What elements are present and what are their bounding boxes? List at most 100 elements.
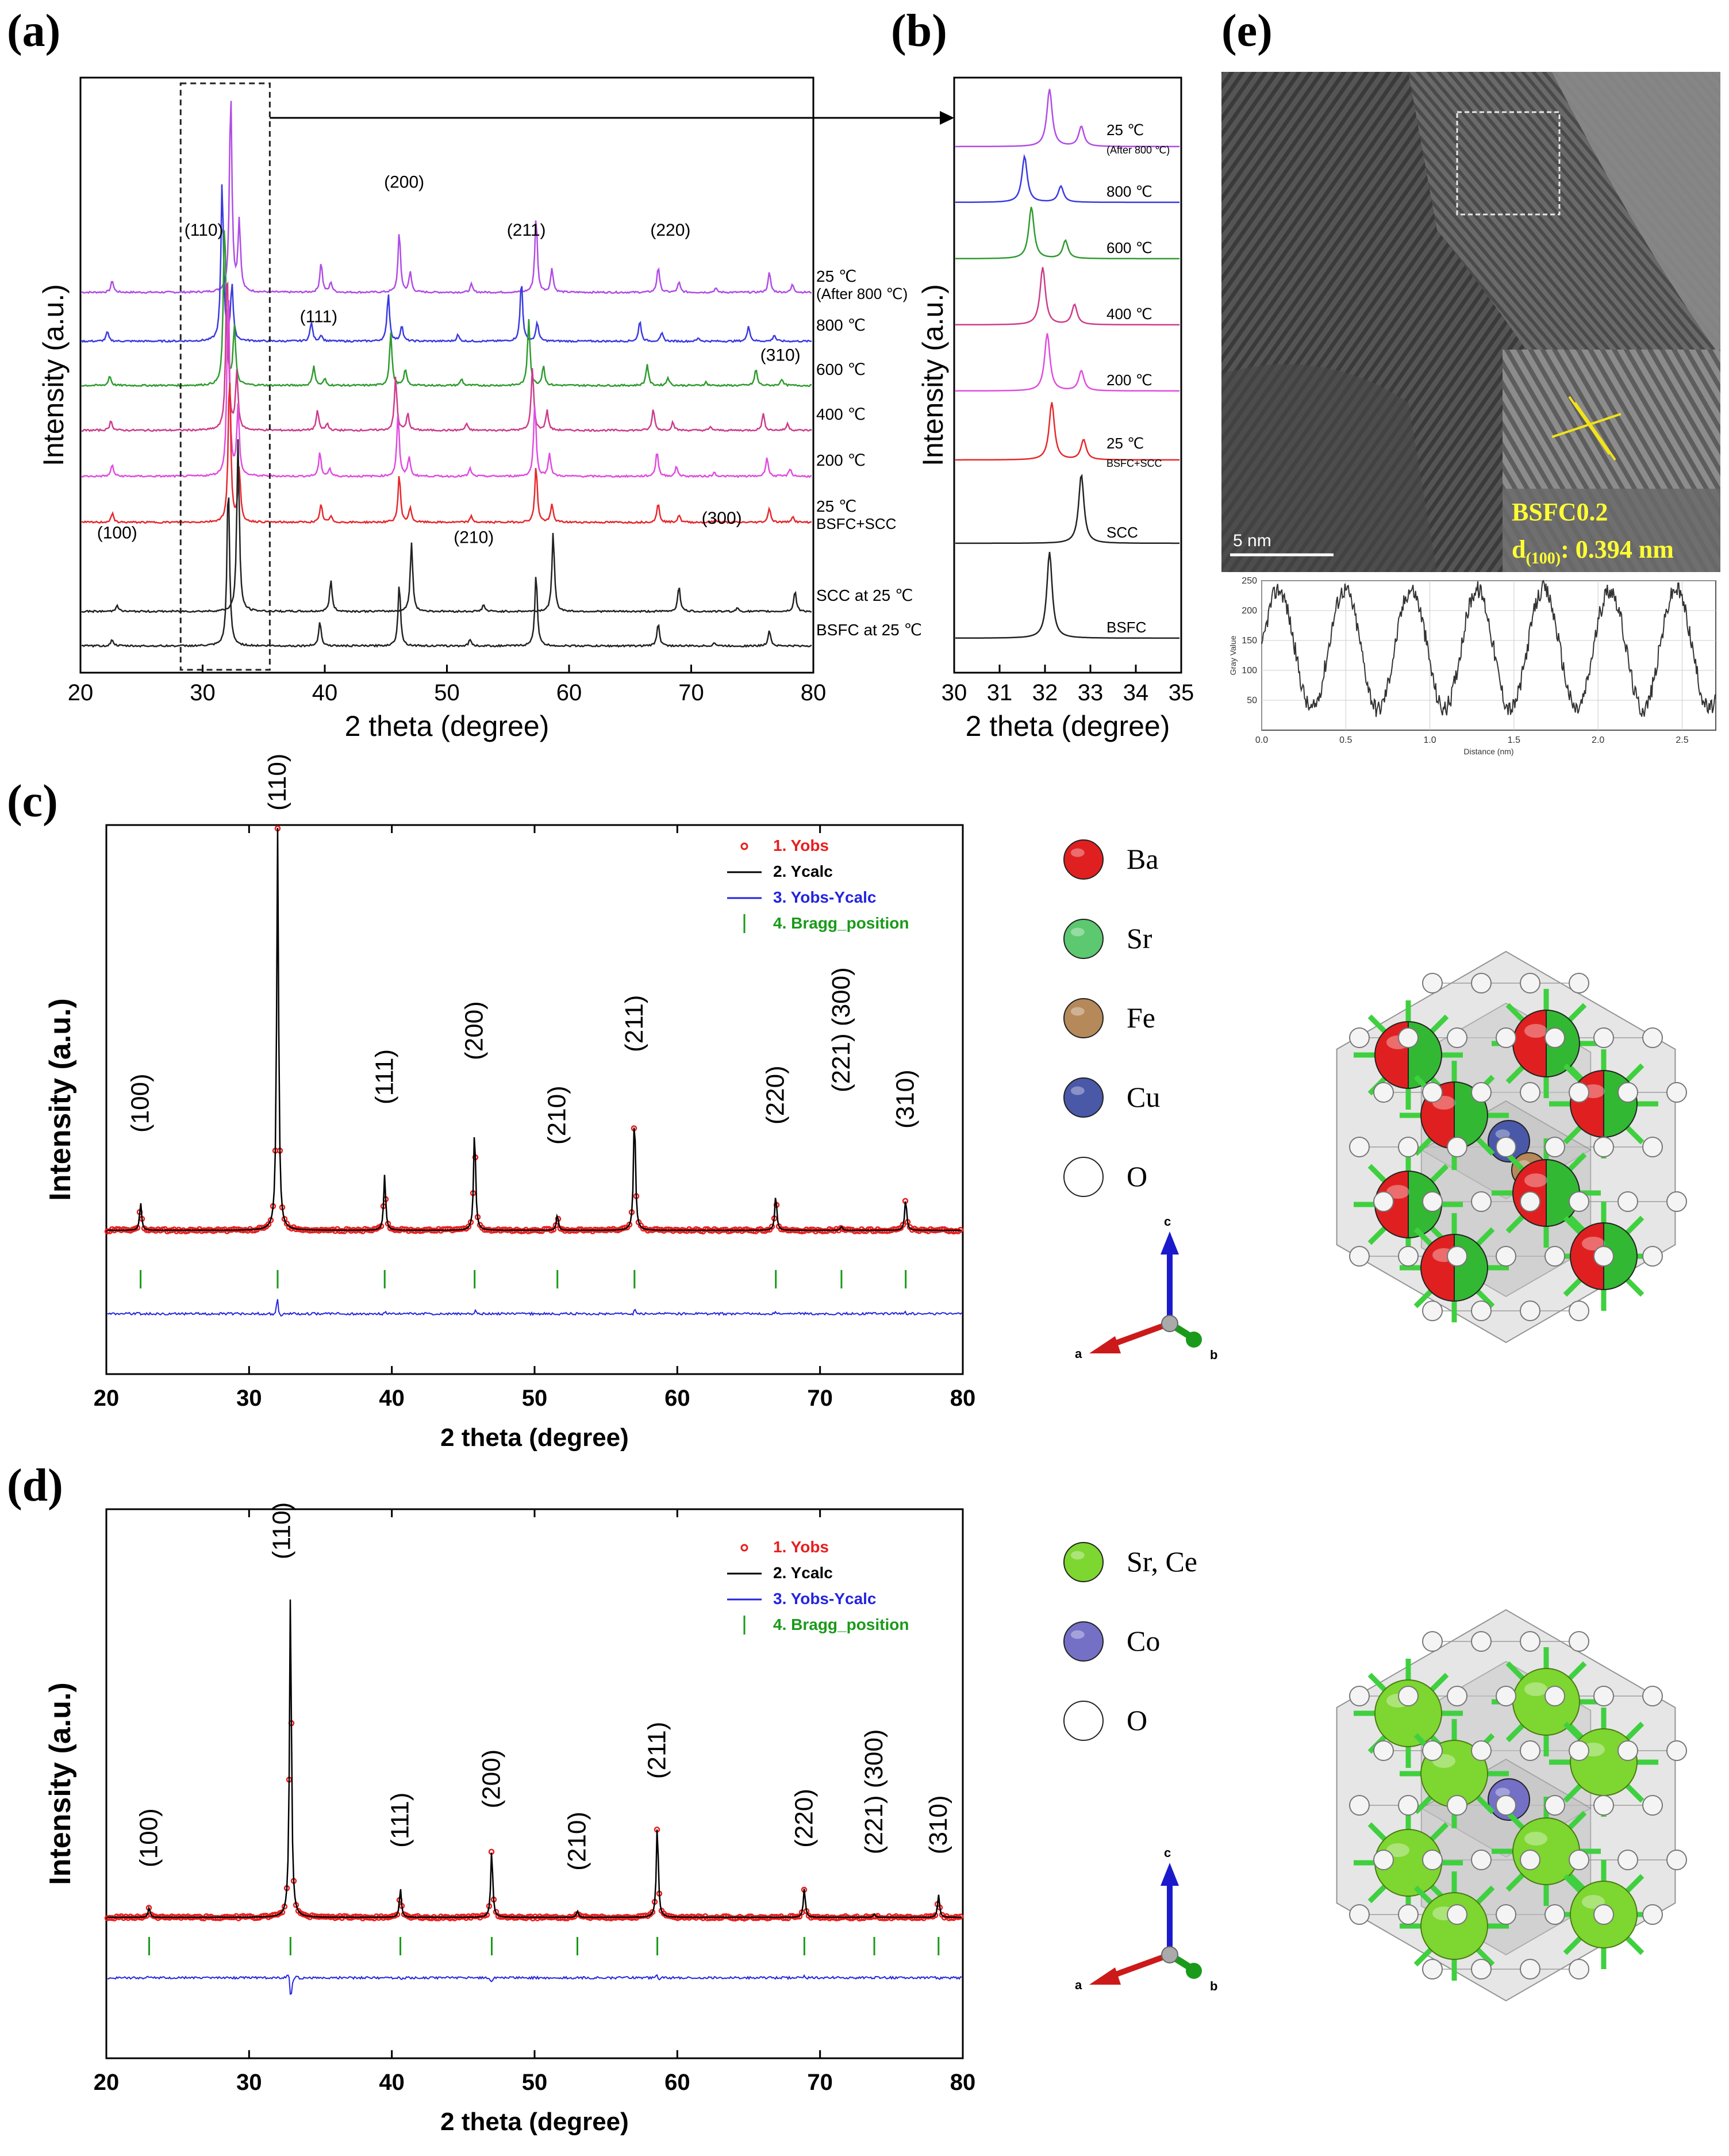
peak-label: (100) xyxy=(97,523,137,542)
yobs-point xyxy=(769,1223,775,1230)
x-tick-label: 30 xyxy=(942,680,967,705)
y-tick-label: 200 xyxy=(1242,606,1257,616)
chart-a-xrd-temperature: 20 30 40 50 60 70 80 2 theta (degree) Intensity … xyxy=(37,76,954,742)
a-site-atom-half xyxy=(1570,1222,1604,1291)
oxygen-atom xyxy=(1373,1082,1394,1103)
x-tick-label: 40 xyxy=(379,1386,405,1411)
series-label: SCC at 25 ℃ xyxy=(816,586,913,604)
oxygen-atom xyxy=(1398,1137,1419,1157)
series-label: 200 ℃ xyxy=(816,451,866,469)
oxygen-atom xyxy=(1617,1850,1638,1870)
series-label: 800 ℃ xyxy=(816,316,866,334)
x-tick-label: 33 xyxy=(1078,680,1104,705)
oxygen-atom xyxy=(1496,1137,1516,1157)
axis-a-label: a xyxy=(1075,1978,1082,1992)
x-tick-label: 35 xyxy=(1169,680,1194,705)
chart-e-line-profile: 0.0 0.5 1.0 1.5 2.0 2.5 50 100 150 200 250 Distance… xyxy=(1228,576,1716,756)
x-tick-label: 34 xyxy=(1123,680,1149,705)
axis-c-label: c xyxy=(1164,1214,1171,1229)
oxygen-atom xyxy=(1422,1082,1443,1103)
peak-label: (111) xyxy=(386,1793,414,1848)
oxygen-atom xyxy=(1666,1850,1687,1870)
oxygen-atom xyxy=(1520,1959,1540,1979)
a-site-atom xyxy=(1374,1679,1442,1747)
oxygen-atom xyxy=(1544,1686,1565,1706)
legend-atom-label: Fe xyxy=(1127,1002,1155,1034)
y-axis-title: Intensity (a.u.) xyxy=(917,284,949,466)
oxygen-atom xyxy=(1471,1631,1492,1652)
axis-b-label: b xyxy=(1210,1979,1217,1993)
x-tick-label: 80 xyxy=(950,1386,976,1411)
x-axis-title: 2 theta (degree) xyxy=(345,710,550,742)
oxygen-atom xyxy=(1422,973,1443,993)
oxygen-atom xyxy=(1471,1850,1492,1870)
panel-label-a: (a) xyxy=(7,6,60,56)
oxygen-atom xyxy=(1496,1686,1516,1706)
legend-atom-cu xyxy=(1063,1077,1104,1118)
series-line xyxy=(81,101,812,294)
oxygen-atom xyxy=(1520,973,1540,993)
yobs-point xyxy=(465,1223,472,1230)
oxygen-atom xyxy=(1447,1904,1467,1925)
oxygen-atom xyxy=(1349,1246,1370,1267)
oxygen-atom xyxy=(1569,1740,1589,1761)
x-tick-label: 20 xyxy=(94,1386,120,1411)
oxygen-atom xyxy=(1496,1246,1516,1267)
x-tick-label: 70 xyxy=(807,2070,833,2095)
a-site-highlight xyxy=(1386,1185,1409,1199)
oxygen-atom xyxy=(1642,1137,1663,1157)
oxygen-atom xyxy=(1422,1191,1443,1212)
tem-sample-label: BSFC0.2 xyxy=(1512,498,1608,526)
oxygen-atom xyxy=(1642,1795,1663,1816)
yobs-point xyxy=(649,1909,656,1916)
legend-atom-fe-highlight xyxy=(1070,1007,1085,1016)
x-tick-label: 2.5 xyxy=(1676,735,1688,745)
a-site-atom-half xyxy=(1420,1233,1455,1302)
triad-origin xyxy=(1161,1946,1178,1963)
oxygen-atom xyxy=(1617,1082,1638,1103)
x-tick-label: 1.0 xyxy=(1423,735,1436,745)
oxygen-atom xyxy=(1422,1959,1443,1979)
series-sublabel: (After 800 ℃) xyxy=(816,285,908,302)
panel-label-d: (d) xyxy=(7,1460,63,1511)
x-tick-label: 1.5 xyxy=(1508,735,1520,745)
peak-label: (210) xyxy=(543,1085,571,1145)
a-site-highlight xyxy=(1524,1173,1547,1187)
series-line xyxy=(81,281,812,432)
x-tick-label: 40 xyxy=(312,680,338,705)
x-tick-label: 70 xyxy=(807,1386,833,1411)
oxygen-atom xyxy=(1373,1850,1394,1870)
panel-label-e: (e) xyxy=(1221,6,1273,56)
axis-triad-c: c a b xyxy=(1075,1214,1217,1362)
oxygen-atom xyxy=(1398,1795,1419,1816)
x-tick-label: 30 xyxy=(236,1386,262,1411)
oxygen-atom xyxy=(1447,1795,1467,1816)
series-line xyxy=(955,402,1179,461)
oxygen-atom xyxy=(1666,1082,1687,1103)
x-tick-label: 60 xyxy=(664,1386,690,1411)
oxygen-atom xyxy=(1520,1631,1540,1652)
legend-label: 2. Ycalc xyxy=(773,1564,833,1582)
oxygen-atom xyxy=(1520,1082,1540,1103)
peak-label: (200) xyxy=(478,1750,506,1809)
series-line xyxy=(955,206,1179,260)
oxygen-atom xyxy=(1666,1191,1687,1212)
legend-atom-cu-highlight xyxy=(1070,1086,1085,1095)
plot-frame xyxy=(79,76,814,674)
legend-marker xyxy=(740,1544,748,1552)
legend-c-atoms: Ba Sr Fe Cu O xyxy=(1063,839,1160,1197)
axis-a-label: a xyxy=(1075,1346,1082,1361)
oxygen-atom xyxy=(1349,1795,1370,1816)
series-label: 600 ℃ xyxy=(1106,239,1152,256)
diff-line xyxy=(107,1299,962,1317)
a-site-highlight xyxy=(1524,1682,1547,1696)
legend-atom-o-highlight xyxy=(1070,1709,1085,1718)
peak-label: (211) xyxy=(620,995,648,1052)
oxygen-atom xyxy=(1544,1795,1565,1816)
legend-atom-sr-highlight xyxy=(1070,927,1085,937)
oxygen-atom xyxy=(1593,1246,1614,1267)
legend-atom-co xyxy=(1063,1621,1104,1662)
oxygen-atom xyxy=(1666,1740,1687,1761)
series-line xyxy=(955,333,1179,392)
